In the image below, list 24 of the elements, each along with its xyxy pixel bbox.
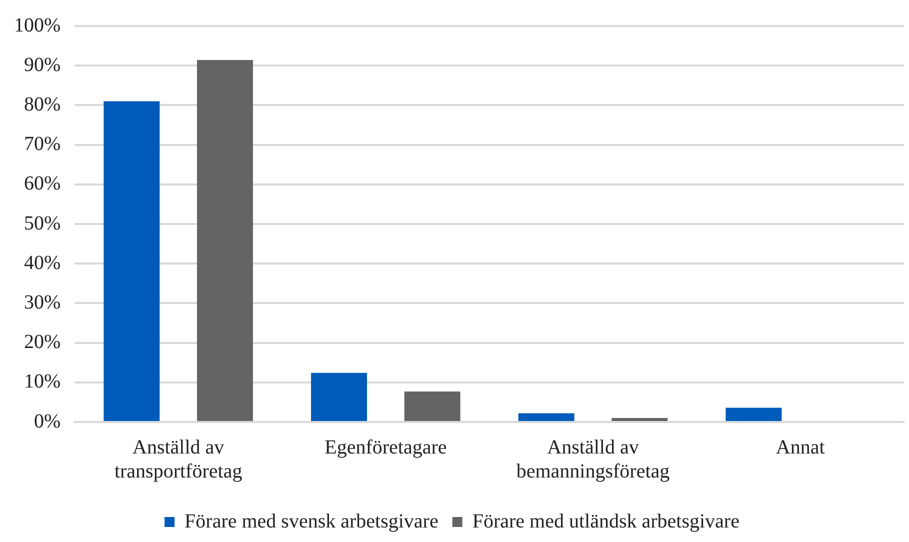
- y-tick-label: 90%: [24, 54, 61, 76]
- legend-label: Förare med svensk arbetsgivare: [184, 510, 438, 532]
- y-tick-label: 30%: [24, 291, 61, 314]
- bar: [104, 101, 160, 421]
- y-tick-label: 50%: [24, 212, 61, 234]
- y-tick-label: 40%: [24, 252, 61, 274]
- y-tick-label: 70%: [24, 133, 61, 156]
- bar: [196, 60, 253, 421]
- x-tick-label: Annat: [776, 436, 826, 458]
- x-tick-label: Anställd av transportföretag: [114, 436, 242, 482]
- bar: [311, 372, 368, 421]
- legend-label: Förare med utländsk arbetsgivare: [472, 510, 740, 532]
- x-tick-label: Anställd av bemanningsföretag: [516, 436, 670, 482]
- y-tick-label: 60%: [24, 172, 61, 195]
- y-tick-label: 100%: [14, 14, 61, 36]
- bar: [726, 408, 782, 421]
- y-tick-label: 80%: [24, 93, 61, 116]
- y-tick-label: 10%: [24, 370, 61, 393]
- x-tick-label: Egenföretagare: [324, 436, 447, 458]
- bar: [518, 413, 574, 421]
- bar: [404, 392, 460, 421]
- y-tick-label: 20%: [24, 331, 61, 354]
- y-tick-label: 0%: [34, 410, 61, 432]
- bar: [612, 418, 668, 421]
